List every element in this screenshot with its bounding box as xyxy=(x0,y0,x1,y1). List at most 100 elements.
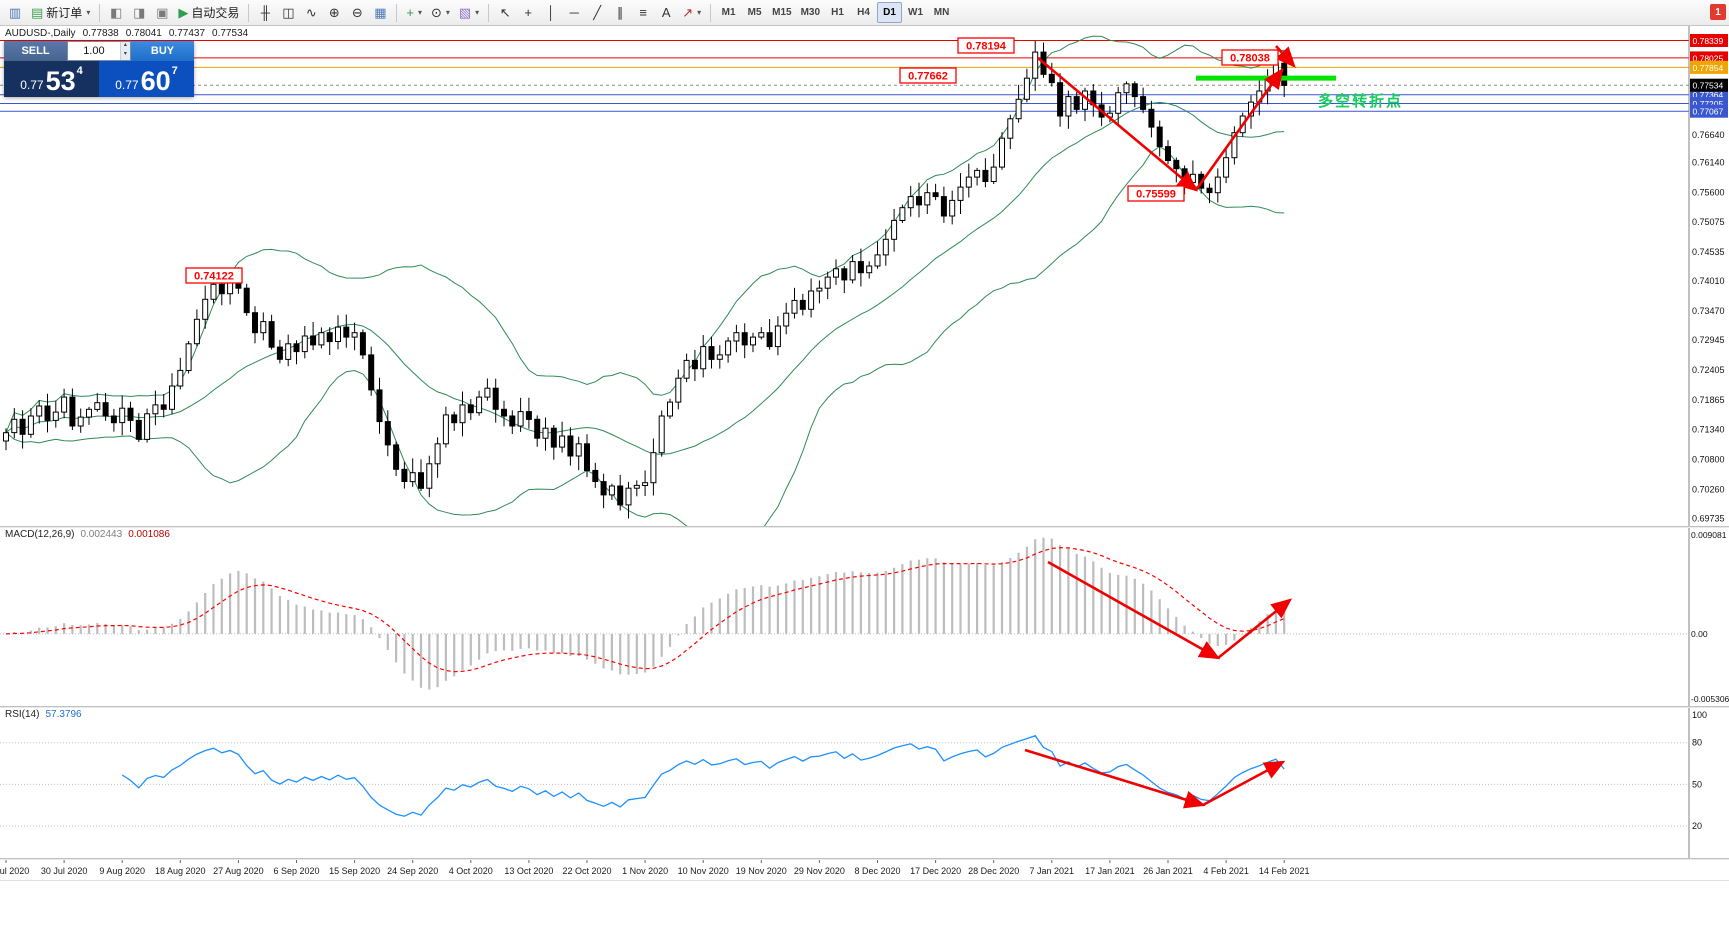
timeframe-d1-button[interactable]: D1 xyxy=(877,2,903,23)
bear-candle xyxy=(534,418,541,439)
panel-splitter xyxy=(0,858,1729,860)
price-annotation[interactable]: 0.75599 xyxy=(1127,185,1185,202)
horizontal-line-button[interactable]: ─ xyxy=(563,2,585,23)
timeframe-m1-button[interactable]: M1 xyxy=(721,7,736,18)
price-annotation[interactable]: 0.74122 xyxy=(185,267,243,284)
price-axis-tick: 0.76140 xyxy=(1692,158,1725,168)
text-button[interactable]: A xyxy=(655,2,677,23)
candlestick-chart-button[interactable]: ◫ xyxy=(277,2,299,23)
bull-candle xyxy=(210,283,217,300)
turning-point-label[interactable]: 多空转折点 xyxy=(1318,92,1403,110)
buy-button[interactable]: BUY xyxy=(131,41,194,61)
timeframe-h1-button[interactable]: H1 xyxy=(831,7,844,18)
price-annotation[interactable]: 0.78038 xyxy=(1221,49,1279,66)
market-watch-icon: ◧ xyxy=(110,5,123,20)
dropdown-caret-icon: ▾ xyxy=(697,8,702,17)
templates-button[interactable]: ▧ ▾ xyxy=(455,2,483,23)
crosshair-button[interactable]: + xyxy=(517,2,539,23)
macd-axis-tick: -0.005306 xyxy=(1691,694,1729,704)
volume-down-button[interactable]: ▾ xyxy=(120,51,130,60)
notification-badge[interactable]: 1 xyxy=(1710,4,1726,20)
timeframe-mn-button[interactable]: MN xyxy=(933,7,950,18)
dropdown-caret-icon: ▾ xyxy=(417,8,422,17)
volume-up-button[interactable]: ▴ xyxy=(120,42,130,51)
price-chart-panel[interactable]: 多空转折点 0.74122 0.78194 0.77662 0.78038 0.75599… xyxy=(0,26,1729,526)
bull-candle xyxy=(725,340,732,356)
price-axis-label: 0.77854 xyxy=(1690,60,1728,74)
bar-chart-button[interactable]: ╫ xyxy=(254,2,276,23)
channel-icon: ∥ xyxy=(616,5,624,20)
zoom-out-button[interactable]: ⊖ xyxy=(346,2,368,23)
bear-candle xyxy=(1131,83,1138,98)
market-watch-button[interactable]: ◧ xyxy=(105,2,127,23)
bear-candle xyxy=(1206,187,1213,194)
crosshair-icon: + xyxy=(524,5,532,20)
timeframe-m15-button[interactable]: M15 xyxy=(772,7,792,18)
trend-arrow[interactable] xyxy=(1275,45,1296,68)
timeframe-h4-button[interactable]: H4 xyxy=(857,7,870,18)
time-axis[interactable]: 21 Jul 2020 30 Jul 2020 9 Aug 2020 18 Aug 2… xyxy=(0,860,1729,880)
templates-icon: ▧ xyxy=(458,5,472,20)
tile-windows-button[interactable]: ▦ xyxy=(369,2,391,23)
bear-candle xyxy=(69,396,76,427)
trend-arrow[interactable] xyxy=(1202,760,1286,807)
vertical-line-button[interactable]: │ xyxy=(540,2,562,23)
trend-arrow[interactable] xyxy=(1047,560,1221,660)
arrows-button[interactable]: ↗ ▾ xyxy=(678,2,705,23)
bull-candle xyxy=(434,443,441,465)
line-chart-button[interactable]: ∿ xyxy=(300,2,322,23)
line-chart-icon: ∿ xyxy=(305,5,317,20)
volume-input[interactable] xyxy=(68,42,120,60)
time-axis-label: 21 Jul 2020 xyxy=(0,866,29,876)
data-window-button[interactable]: ◨ xyxy=(128,2,150,23)
bear-candle xyxy=(135,419,142,440)
bear-candle xyxy=(691,359,698,370)
price-axis-tick: 0.75600 xyxy=(1692,188,1725,198)
bear-candle xyxy=(550,427,557,448)
bull-candle xyxy=(733,332,740,342)
trend-arrow[interactable] xyxy=(1194,67,1284,191)
price-annotation[interactable]: 0.77662 xyxy=(899,67,957,84)
periods-button[interactable]: ⊙ ▾ xyxy=(427,2,454,23)
bollinger-bands xyxy=(5,35,1285,526)
bear-candle xyxy=(252,312,258,334)
new-order-button[interactable]: ▤ 新订单 ▾ xyxy=(27,2,94,23)
price-annotation[interactable]: 0.78194 xyxy=(957,37,1015,54)
time-axis-label: 13 Oct 2020 xyxy=(504,866,553,876)
autotrading-button[interactable]: ▶ 自动交易 xyxy=(174,2,243,23)
bull-candle xyxy=(700,346,707,370)
indicators-button[interactable]: + ▾ xyxy=(402,2,426,23)
rsi-name: RSI(14) xyxy=(5,709,40,720)
cursor-button[interactable]: ↖ xyxy=(494,2,516,23)
panel-splitter[interactable] xyxy=(0,526,1729,528)
bull-candle xyxy=(1015,98,1022,120)
zoom-in-button[interactable]: ⊕ xyxy=(323,2,345,23)
trend-arrow[interactable] xyxy=(1037,57,1198,192)
macd-indicator-panel[interactable]: 0.009081 0.00 -0.005306 xyxy=(0,528,1729,706)
sell-price-display[interactable]: 0.77 53 4 xyxy=(4,61,99,97)
bear-candle xyxy=(218,283,225,295)
candles-layer xyxy=(3,40,1288,519)
time-axis-label: 29 Nov 2020 xyxy=(794,866,845,876)
price-axis-tick: 0.72405 xyxy=(1692,365,1725,375)
sell-button[interactable]: SELL xyxy=(4,41,67,61)
timeframe-m30-button[interactable]: M30 xyxy=(800,7,821,18)
channel-button[interactable]: ∥ xyxy=(609,2,631,23)
timeframe-w1-button[interactable]: W1 xyxy=(908,7,924,18)
trendline-button[interactable]: ╱ xyxy=(586,2,608,23)
data-window-icon: ◨ xyxy=(133,5,146,20)
buy-price-display[interactable]: 0.77 60 7 xyxy=(99,61,194,97)
panel-splitter[interactable] xyxy=(0,706,1729,708)
time-axis-label: 9 Aug 2020 xyxy=(99,866,145,876)
timeframe-m5-button[interactable]: M5 xyxy=(747,7,762,18)
fibonacci-button[interactable]: ≡ xyxy=(632,2,654,23)
time-axis-label: 17 Dec 2020 xyxy=(910,866,961,876)
svg-text:0.74122: 0.74122 xyxy=(194,271,234,283)
trend-arrow[interactable] xyxy=(1024,748,1206,809)
navigator-button[interactable]: ▣ xyxy=(151,2,173,23)
trend-arrow[interactable] xyxy=(1217,598,1293,660)
bull-candle xyxy=(957,186,964,201)
rsi-indicator-panel[interactable]: 100 80 50 20 xyxy=(0,708,1729,858)
new-chart-button[interactable]: ▥ xyxy=(4,2,26,23)
bull-candle xyxy=(642,482,649,487)
